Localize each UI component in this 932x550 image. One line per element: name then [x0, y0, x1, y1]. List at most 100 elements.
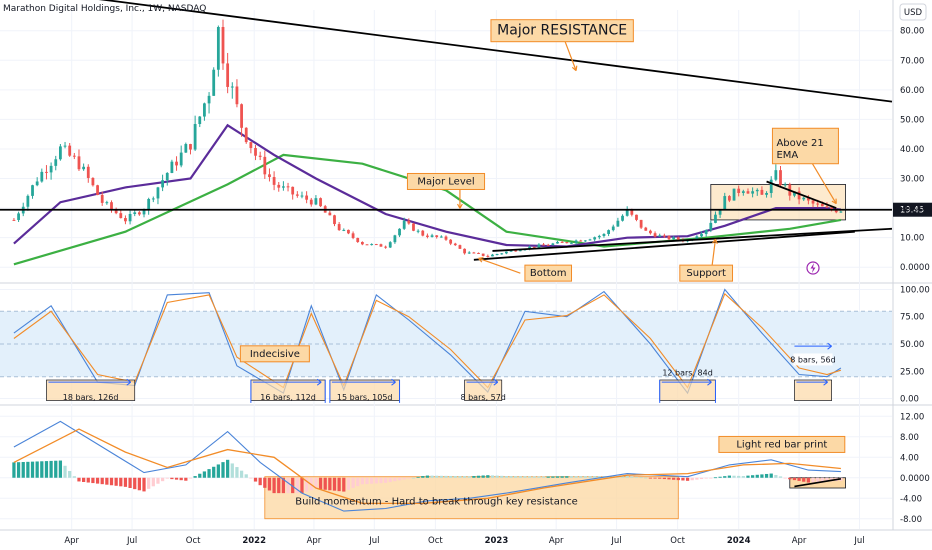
- macd-histogram-bar: [555, 476, 560, 478]
- y-tick-label: -8.00: [900, 515, 922, 525]
- y-tick-label: 100.00: [900, 285, 930, 295]
- candle-body: [12, 219, 16, 221]
- candle-body: [449, 239, 453, 244]
- candle: [718, 209, 722, 218]
- macd-histogram-bar: [481, 475, 485, 478]
- candle-body: [435, 235, 439, 238]
- macd-histogram-bar: [783, 477, 787, 479]
- candle: [286, 182, 290, 192]
- candle: [723, 192, 727, 210]
- candle: [282, 181, 285, 191]
- candle-body: [374, 244, 378, 246]
- candle-body: [518, 250, 522, 252]
- candle: [72, 152, 76, 160]
- macd-histogram-bar: [532, 476, 536, 478]
- candle-body: [203, 103, 206, 117]
- macd-histogram-bar: [86, 477, 90, 483]
- macd-histogram-bar: [332, 477, 337, 491]
- candle-body: [240, 104, 243, 128]
- candle-body: [839, 211, 843, 213]
- candle-body: [82, 166, 86, 170]
- annotation: Indecisive: [239, 345, 310, 363]
- candle: [184, 142, 188, 153]
- measure-box: 18 bars, 126d: [46, 378, 136, 402]
- candle: [653, 231, 657, 238]
- macd-histogram-bar: [68, 470, 72, 478]
- trend-line: [766, 180, 837, 209]
- macd-histogram-bar: [100, 477, 104, 485]
- candle: [430, 233, 434, 238]
- candle-body: [676, 237, 680, 240]
- macd-histogram-bar: [54, 460, 58, 478]
- candle-body: [704, 230, 708, 234]
- candle: [137, 211, 141, 216]
- y-tick-label: 20.00: [900, 204, 924, 214]
- candle: [337, 222, 341, 231]
- annotation-box: [490, 19, 634, 43]
- candle: [579, 239, 583, 242]
- candle: [268, 168, 271, 182]
- macd-histogram-bar: [760, 474, 764, 478]
- macd-histogram-bar: [495, 475, 499, 478]
- candle-body: [537, 244, 541, 248]
- y-tick-label: -4.00: [900, 494, 922, 504]
- macd-histogram-bar: [277, 477, 281, 494]
- currency-button[interactable]: USD: [899, 3, 927, 21]
- macd-histogram-bar: [105, 477, 109, 485]
- candle-body: [602, 233, 606, 236]
- stoch-line-0: [13, 288, 842, 395]
- macd-histogram-bar: [156, 477, 160, 484]
- macd-histogram-bar: [486, 475, 490, 478]
- macd-histogram-bar: [574, 476, 578, 478]
- candle: [560, 240, 564, 243]
- macd-histogram-bar: [26, 461, 30, 478]
- candle: [421, 229, 425, 237]
- macd-histogram-bar: [63, 465, 67, 478]
- candle-body: [151, 198, 155, 200]
- candle-body: [328, 212, 332, 216]
- candle: [565, 241, 569, 244]
- candle: [426, 233, 429, 239]
- x-tick-label: Oct: [428, 536, 443, 546]
- candle: [714, 211, 717, 224]
- candle-body: [593, 237, 597, 240]
- candle-body: [124, 218, 127, 222]
- measure-arrowhead: [126, 378, 132, 386]
- macd-histogram-bar: [718, 476, 722, 478]
- y-tick-label: 60.00: [900, 86, 924, 96]
- annotation-text: Above 21: [776, 138, 823, 149]
- macd-histogram-bar: [634, 476, 639, 478]
- macd-histogram-bar: [212, 466, 216, 478]
- macd-histogram-bar: [579, 476, 583, 478]
- macd-histogram-bar: [300, 477, 304, 494]
- macd-histogram-bar: [746, 475, 750, 478]
- candle: [746, 188, 750, 194]
- candle: [741, 189, 745, 196]
- macd-histogram-bar: [184, 477, 188, 481]
- macd-line: [13, 420, 841, 512]
- macd-histogram-bar: [421, 476, 425, 478]
- macd-histogram-bar: [458, 476, 462, 478]
- macd-histogram-bar: [193, 476, 197, 478]
- macd-histogram-bar: [723, 476, 727, 478]
- y-tick-label: 8.00: [900, 433, 919, 443]
- annotation-arrowhead: [571, 65, 578, 72]
- candle: [119, 210, 123, 219]
- candle: [588, 238, 592, 241]
- candle-body: [532, 246, 536, 248]
- macd-histogram-bar: [802, 477, 806, 482]
- macd-histogram-bar: [778, 476, 783, 478]
- candle-body: [825, 206, 829, 208]
- candle: [458, 244, 462, 249]
- macd-histogram-bar: [490, 475, 495, 478]
- lightning-icon[interactable]: [806, 261, 820, 275]
- y-tick-label: 25.00: [900, 367, 924, 377]
- candle: [495, 253, 499, 256]
- candle-body: [728, 196, 731, 201]
- candle-body: [500, 253, 504, 255]
- consolidation-box: [710, 184, 846, 221]
- candle-body: [453, 243, 457, 246]
- candle: [453, 242, 457, 246]
- candle-body: [286, 186, 290, 188]
